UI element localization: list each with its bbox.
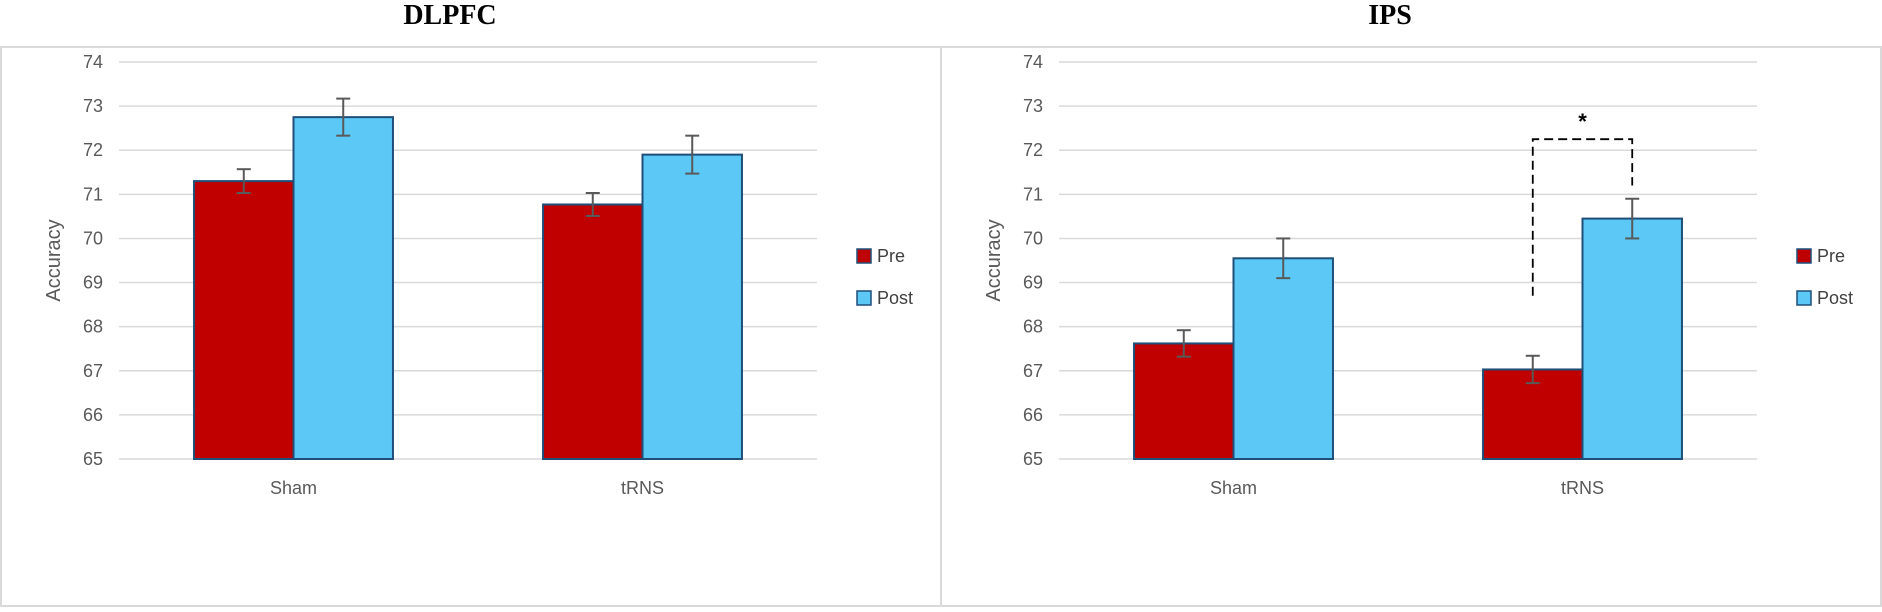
chart-title-ips: IPS bbox=[1368, 0, 1412, 31]
significance-bracket bbox=[1531, 138, 1634, 296]
y-tick-label: 74 bbox=[83, 52, 103, 72]
significance-marker: * bbox=[1578, 109, 1587, 134]
bar-post-trns bbox=[1581, 217, 1683, 460]
y-tick-label: 69 bbox=[1023, 273, 1043, 293]
y-tick-label: 70 bbox=[83, 228, 103, 248]
bar-pre-trns bbox=[542, 203, 644, 460]
legend-swatch-post bbox=[1796, 290, 1812, 306]
bar-post-sham bbox=[292, 116, 394, 460]
y-tick-label: 67 bbox=[83, 361, 103, 381]
legend-label-post: Post bbox=[877, 288, 913, 308]
bar-pre-sham bbox=[193, 180, 295, 460]
bar-pre-sham bbox=[1133, 342, 1235, 461]
y-tick-label: 72 bbox=[1023, 140, 1043, 160]
y-tick-label: 65 bbox=[1023, 449, 1043, 469]
bar-post-trns bbox=[641, 153, 743, 460]
x-tick-label: tRNS bbox=[621, 478, 664, 498]
y-tick-label: 73 bbox=[1023, 96, 1043, 116]
y-tick-label: 72 bbox=[83, 140, 103, 160]
y-tick-label: 73 bbox=[83, 96, 103, 116]
y-tick-label: 66 bbox=[1023, 405, 1043, 425]
legend-label-post: Post bbox=[1817, 288, 1853, 308]
y-tick-label: 68 bbox=[83, 317, 103, 337]
chart-panel-dlpfc: 65 66 67 68 69 70 71 72 73 74 Accuracy Sham tRNS Pre P… bbox=[0, 46, 942, 607]
x-tick-label: Sham bbox=[270, 478, 317, 498]
y-tick-label: 69 bbox=[83, 273, 103, 293]
chart-ips: 65 66 67 68 69 70 71 72 73 74 Accuracy Sham tRNS Pre P… bbox=[983, 52, 1853, 498]
x-tick-label: Sham bbox=[1210, 478, 1257, 498]
y-tick-label: 71 bbox=[1023, 184, 1043, 204]
y-tick-label: 65 bbox=[83, 449, 103, 469]
bar-post-sham bbox=[1232, 257, 1334, 460]
y-tick-label: 66 bbox=[83, 405, 103, 425]
y-tick-label: 67 bbox=[1023, 361, 1043, 381]
y-tick-label: 74 bbox=[1023, 52, 1043, 72]
chart-dlpfc: 65 66 67 68 69 70 71 72 73 74 Accuracy Sham tRNS Pre P… bbox=[43, 52, 913, 498]
legend-swatch-post bbox=[856, 290, 872, 306]
legend-label-pre: Pre bbox=[1817, 246, 1845, 266]
y-tick-label: 68 bbox=[1023, 317, 1043, 337]
legend-label-pre: Pre bbox=[877, 246, 905, 266]
y-axis-label: Accuracy bbox=[43, 219, 65, 301]
y-tick-label: 70 bbox=[1023, 228, 1043, 248]
y-tick-label: 71 bbox=[83, 184, 103, 204]
chart-panel-ips: 65 66 67 68 69 70 71 72 73 74 Accuracy Sham tRNS Pre P… bbox=[940, 46, 1882, 607]
legend-swatch-pre bbox=[856, 248, 872, 264]
bar-pre-trns bbox=[1482, 368, 1584, 460]
chart-title-dlpfc: DLPFC bbox=[403, 0, 497, 31]
y-axis-label: Accuracy bbox=[983, 219, 1005, 301]
legend-swatch-pre bbox=[1796, 248, 1812, 264]
x-tick-label: tRNS bbox=[1561, 478, 1604, 498]
